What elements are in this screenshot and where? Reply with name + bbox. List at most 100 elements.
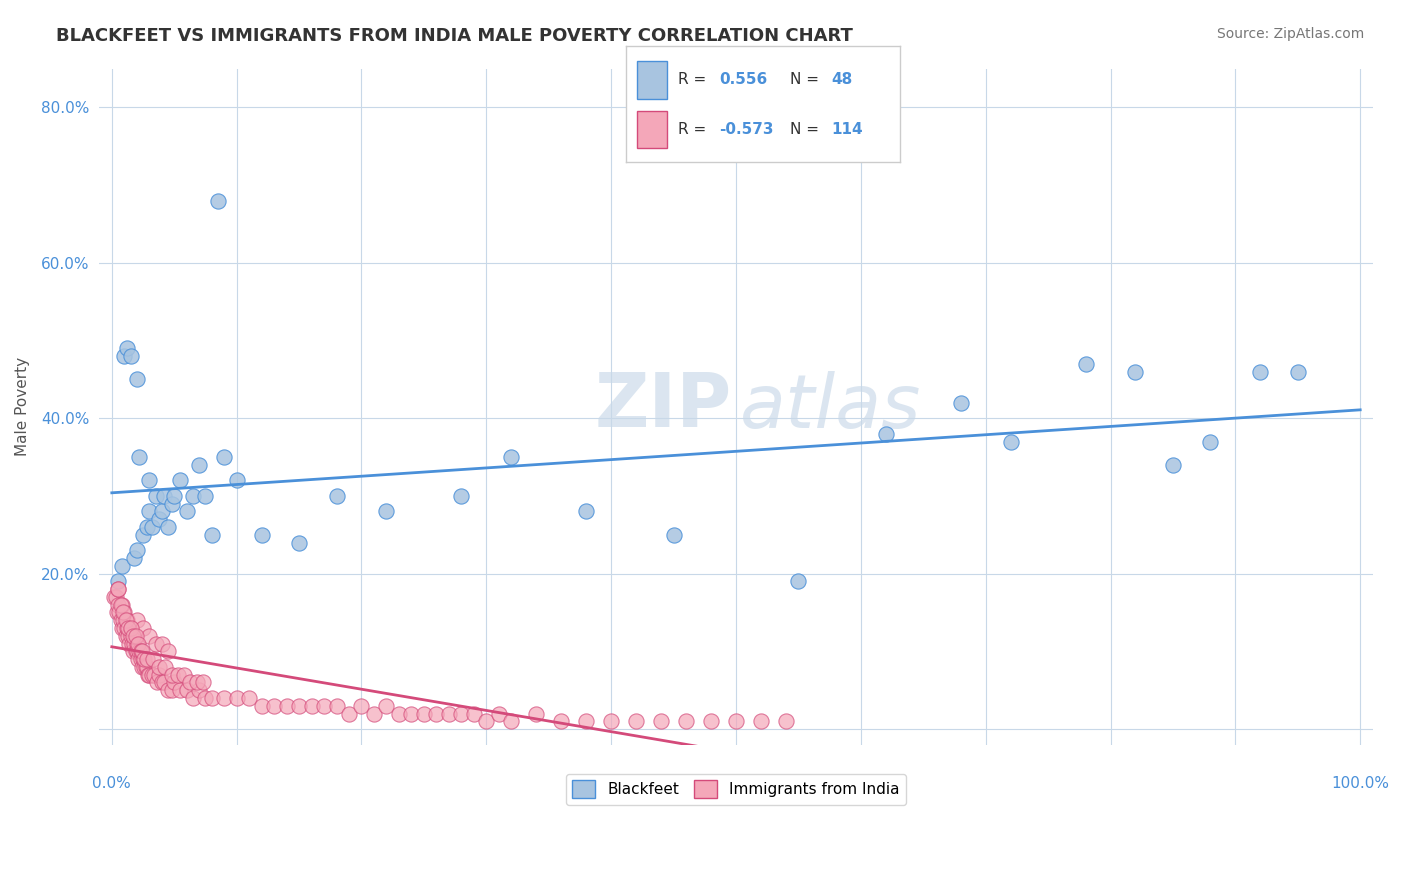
Point	[1125, 365, 1147, 379]
Point	[363, 706, 385, 721]
Point	[250, 528, 273, 542]
Point	[181, 690, 204, 705]
Point	[181, 489, 204, 503]
Point	[145, 489, 167, 503]
Point	[112, 621, 135, 635]
Point	[775, 714, 797, 729]
Point	[173, 667, 195, 681]
Point	[115, 621, 138, 635]
Point	[575, 714, 598, 729]
Point	[135, 652, 157, 666]
Point	[450, 706, 472, 721]
Point	[115, 341, 138, 355]
Point	[112, 613, 135, 627]
Point	[207, 194, 229, 208]
Point	[148, 660, 170, 674]
Point	[131, 660, 153, 674]
Point	[127, 636, 149, 650]
Point	[120, 629, 142, 643]
Point	[169, 683, 191, 698]
Point	[201, 690, 224, 705]
Point	[136, 667, 159, 681]
Point	[143, 667, 166, 681]
Point	[132, 528, 155, 542]
Point	[160, 497, 183, 511]
Point	[156, 520, 179, 534]
Point	[194, 690, 217, 705]
Point	[107, 598, 129, 612]
Point	[156, 644, 179, 658]
Point	[138, 504, 160, 518]
Point	[163, 675, 186, 690]
Point	[134, 652, 156, 666]
Point	[124, 629, 146, 643]
Point	[875, 426, 897, 441]
Point	[124, 551, 146, 566]
Point	[949, 395, 972, 409]
Point	[787, 574, 810, 589]
Point	[150, 636, 173, 650]
Point	[1249, 365, 1271, 379]
Point	[148, 512, 170, 526]
Point	[120, 621, 142, 635]
Point	[288, 698, 311, 713]
Point	[524, 706, 547, 721]
Point	[201, 528, 224, 542]
Point	[150, 504, 173, 518]
Point	[475, 714, 498, 729]
Point	[650, 714, 672, 729]
Text: 0.556: 0.556	[718, 72, 768, 87]
Point	[301, 698, 323, 713]
Point	[624, 714, 647, 729]
Point	[141, 520, 163, 534]
Point	[112, 606, 135, 620]
Point	[115, 613, 138, 627]
Point	[112, 349, 135, 363]
Point	[179, 675, 201, 690]
Point	[132, 652, 155, 666]
Point	[176, 683, 198, 698]
Text: ZIP: ZIP	[595, 370, 733, 443]
Point	[114, 613, 136, 627]
Point	[1000, 434, 1022, 449]
Point	[675, 714, 697, 729]
Point	[501, 714, 523, 729]
Point	[186, 675, 208, 690]
Point	[194, 489, 217, 503]
Point	[138, 667, 160, 681]
Point	[124, 636, 146, 650]
Point	[118, 636, 141, 650]
Point	[163, 489, 186, 503]
Point	[150, 675, 173, 690]
Point	[488, 706, 510, 721]
Point	[1074, 357, 1097, 371]
Point	[138, 474, 160, 488]
Point	[125, 644, 148, 658]
Point	[125, 636, 148, 650]
Point	[111, 558, 134, 573]
Point	[121, 636, 143, 650]
Point	[107, 574, 129, 589]
Point	[188, 683, 211, 698]
Point	[212, 450, 235, 464]
Text: R =: R =	[678, 122, 711, 136]
Point	[128, 644, 150, 658]
Point	[112, 606, 135, 620]
Point	[105, 606, 128, 620]
Point	[501, 450, 523, 464]
Point	[401, 706, 423, 721]
Legend: Blackfeet, Immigrants from India: Blackfeet, Immigrants from India	[567, 773, 905, 805]
Point	[141, 667, 163, 681]
Point	[104, 590, 127, 604]
Point	[135, 660, 157, 674]
Point	[550, 714, 572, 729]
Point	[167, 667, 190, 681]
Point	[250, 698, 273, 713]
Point	[153, 489, 176, 503]
Point	[131, 644, 153, 658]
Point	[129, 644, 152, 658]
Point	[337, 706, 360, 721]
Point	[156, 683, 179, 698]
Y-axis label: Male Poverty: Male Poverty	[15, 357, 30, 456]
Point	[120, 621, 142, 635]
